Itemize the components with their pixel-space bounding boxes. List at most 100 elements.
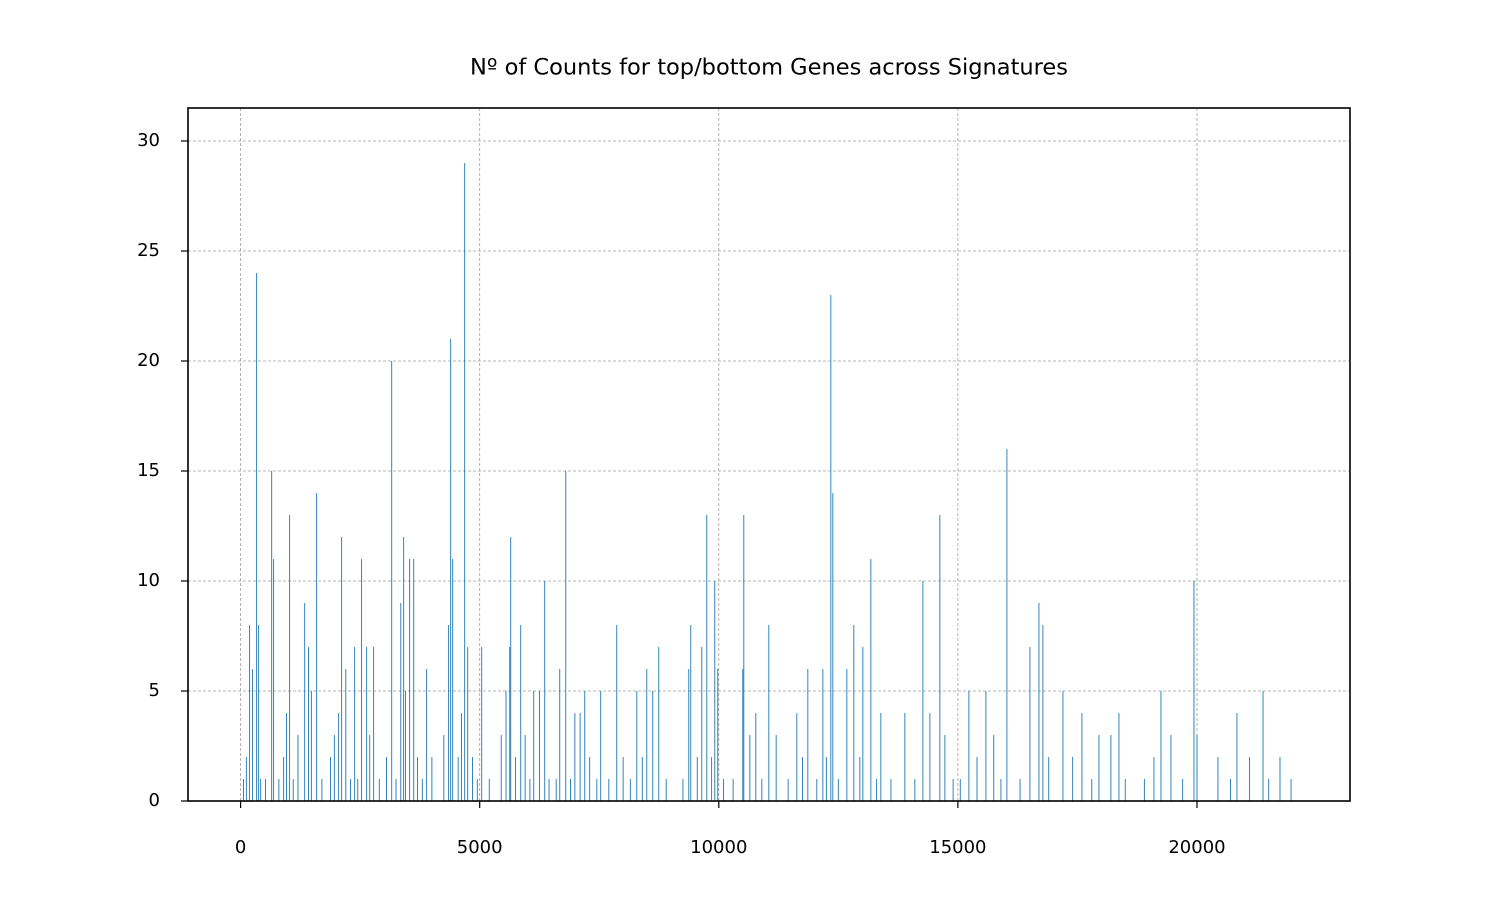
- bar: [825, 757, 827, 801]
- bar: [723, 779, 725, 801]
- bar: [596, 779, 598, 801]
- bar: [944, 735, 946, 801]
- bar: [742, 669, 744, 801]
- bar: [584, 691, 586, 801]
- bar: [403, 537, 405, 801]
- bar: [421, 779, 423, 801]
- bar: [304, 603, 306, 801]
- bar: [395, 779, 397, 801]
- bar: [579, 713, 581, 801]
- x-tick-label: 15000: [929, 837, 986, 858]
- bar: [589, 757, 591, 801]
- bar: [1153, 757, 1155, 801]
- bar: [338, 713, 340, 801]
- bar: [476, 779, 478, 801]
- bar: [452, 559, 454, 801]
- bar: [876, 779, 878, 801]
- bar: [830, 295, 832, 801]
- bar: [837, 779, 839, 801]
- bar: [732, 779, 734, 801]
- bar: [796, 713, 798, 801]
- bar: [1262, 691, 1264, 801]
- bar: [461, 713, 462, 801]
- bar: [761, 779, 763, 801]
- x-tick-label: 0: [235, 837, 246, 858]
- bar: [1290, 779, 1292, 801]
- bar: [413, 559, 415, 801]
- bar: [701, 647, 703, 801]
- bar: [636, 691, 638, 801]
- bar: [1124, 779, 1126, 801]
- bar: [993, 735, 995, 801]
- bar: [622, 757, 624, 801]
- bar: [641, 757, 643, 801]
- bar: [385, 757, 387, 801]
- bar: [616, 625, 618, 801]
- bar: [481, 647, 483, 801]
- bar: [400, 603, 402, 801]
- bar: [472, 757, 473, 801]
- bar: [529, 779, 531, 801]
- bar: [1236, 713, 1238, 801]
- y-tick-label: 25: [137, 240, 160, 261]
- bar: [922, 581, 924, 801]
- bar: [533, 691, 535, 801]
- bar: [682, 779, 684, 801]
- bar: [652, 691, 654, 801]
- bar: [914, 779, 916, 801]
- bar: [1193, 581, 1195, 801]
- bar: [574, 713, 576, 801]
- bar: [350, 779, 352, 801]
- bar: [688, 669, 690, 801]
- bar: [1019, 779, 1021, 801]
- bar: [1042, 625, 1044, 801]
- bar: [565, 471, 567, 801]
- bar: [714, 581, 716, 801]
- bar: [292, 779, 294, 801]
- bar: [939, 515, 941, 801]
- bar: [775, 735, 777, 801]
- bar: [308, 647, 309, 801]
- bar: [890, 779, 892, 801]
- bar: [862, 647, 864, 801]
- bar: [283, 757, 285, 801]
- bar: [1143, 779, 1145, 801]
- bar: [505, 691, 507, 801]
- bar: [273, 559, 275, 801]
- bar: [822, 669, 824, 801]
- bar: [1006, 449, 1008, 801]
- bar: [500, 735, 502, 801]
- bar: [1268, 779, 1270, 801]
- bar: [256, 273, 258, 801]
- bar: [417, 757, 418, 801]
- bar: [1230, 779, 1231, 801]
- bar: [409, 559, 411, 801]
- bar: [749, 735, 751, 801]
- bar: [373, 647, 375, 801]
- y-tick-label: 5: [149, 680, 160, 701]
- bar: [717, 669, 719, 801]
- bar: [665, 779, 667, 801]
- bar: [1029, 647, 1031, 801]
- bar: [278, 779, 280, 801]
- bar: [1217, 757, 1219, 801]
- bar: [1110, 735, 1112, 801]
- bar: [357, 779, 359, 801]
- bar: [321, 779, 323, 801]
- bar: [515, 757, 517, 801]
- x-tick-label: 10000: [690, 837, 747, 858]
- bar: [976, 757, 978, 801]
- bar: [450, 339, 452, 801]
- bar: [853, 625, 855, 801]
- bar: [245, 757, 247, 801]
- bar: [706, 515, 708, 801]
- bar: [443, 735, 445, 801]
- bar: [520, 625, 522, 801]
- bar: [354, 647, 356, 801]
- bar: [297, 735, 299, 801]
- bar: [768, 625, 770, 801]
- bar: [509, 647, 511, 801]
- bar: [755, 713, 757, 801]
- bar: [1048, 757, 1050, 801]
